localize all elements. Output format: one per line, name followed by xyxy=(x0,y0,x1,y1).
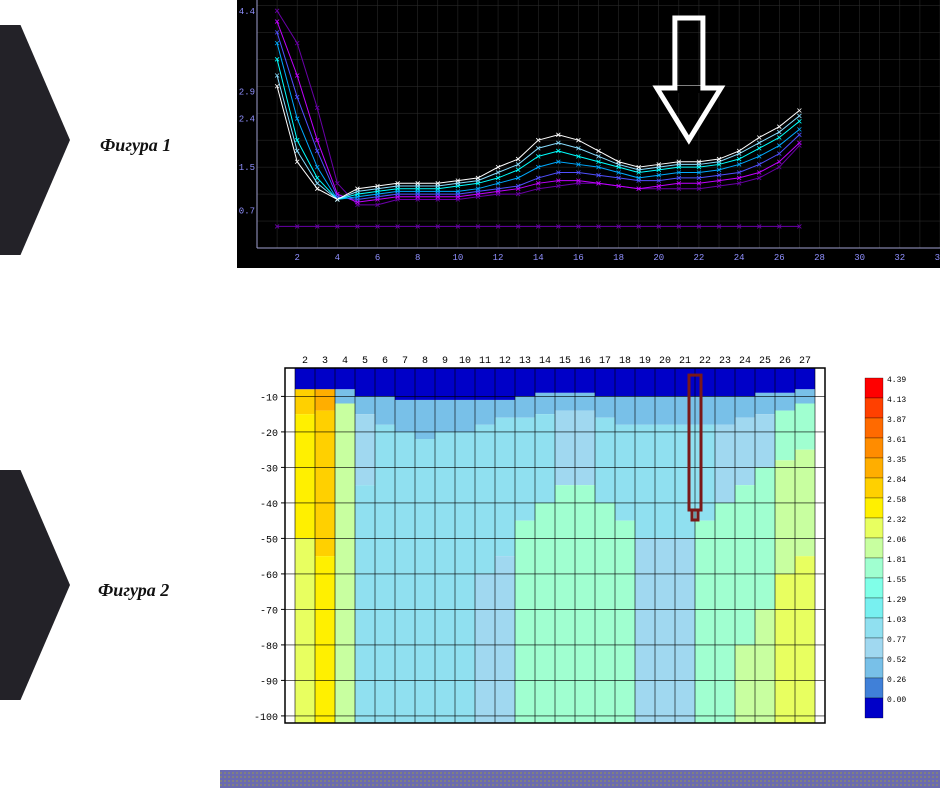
svg-text:3.61: 3.61 xyxy=(887,436,906,445)
svg-text:1.03: 1.03 xyxy=(887,616,906,625)
svg-text:1.29: 1.29 xyxy=(887,596,906,605)
svg-text:-50: -50 xyxy=(260,535,278,546)
svg-text:26: 26 xyxy=(779,356,791,367)
svg-text:4.39: 4.39 xyxy=(887,376,906,385)
svg-text:11: 11 xyxy=(479,356,491,367)
svg-text:4.4: 4.4 xyxy=(239,7,255,17)
svg-text:30: 30 xyxy=(854,253,865,263)
svg-text:-30: -30 xyxy=(260,464,278,475)
noise-strip xyxy=(220,770,940,788)
svg-text:12: 12 xyxy=(499,356,511,367)
svg-text:-100: -100 xyxy=(254,713,278,724)
svg-text:27: 27 xyxy=(799,356,811,367)
svg-text:2: 2 xyxy=(302,356,308,367)
svg-text:16: 16 xyxy=(579,356,591,367)
svg-text:8: 8 xyxy=(415,253,420,263)
svg-text:18: 18 xyxy=(613,253,624,263)
svg-text:19: 19 xyxy=(639,356,651,367)
svg-text:0.00: 0.00 xyxy=(887,696,906,705)
svg-text:10: 10 xyxy=(452,253,463,263)
svg-text:8: 8 xyxy=(422,356,428,367)
svg-text:0.7: 0.7 xyxy=(239,206,255,216)
svg-text:0.26: 0.26 xyxy=(887,676,906,685)
chart-2: 2345678910111213141516171819202122232425… xyxy=(237,350,940,750)
svg-text:-70: -70 xyxy=(260,606,278,617)
svg-text:28: 28 xyxy=(814,253,825,263)
svg-text:3: 3 xyxy=(322,356,328,367)
svg-text:0.77: 0.77 xyxy=(887,636,906,645)
svg-text:5: 5 xyxy=(362,356,368,367)
svg-text:23: 23 xyxy=(719,356,731,367)
svg-text:0.52: 0.52 xyxy=(887,656,906,665)
svg-text:-40: -40 xyxy=(260,500,278,511)
chart-1: 0.71.52.42.94.42468101214161820222426283… xyxy=(237,0,940,268)
svg-text:22: 22 xyxy=(699,356,711,367)
svg-text:6: 6 xyxy=(375,253,380,263)
svg-text:26: 26 xyxy=(774,253,785,263)
figure-1-label: Фигура 1 xyxy=(100,135,171,156)
svg-text:25: 25 xyxy=(759,356,771,367)
svg-text:16: 16 xyxy=(573,253,584,263)
svg-text:2.4: 2.4 xyxy=(239,115,255,125)
svg-text:18: 18 xyxy=(619,356,631,367)
svg-text:24: 24 xyxy=(734,253,745,263)
svg-text:20: 20 xyxy=(653,253,664,263)
svg-text:2.06: 2.06 xyxy=(887,536,906,545)
svg-text:2: 2 xyxy=(294,253,299,263)
svg-text:24: 24 xyxy=(739,356,751,367)
svg-text:22: 22 xyxy=(694,253,705,263)
svg-text:4.13: 4.13 xyxy=(887,396,906,405)
svg-text:7: 7 xyxy=(402,356,408,367)
svg-text:-10: -10 xyxy=(260,393,278,404)
svg-text:12: 12 xyxy=(493,253,504,263)
svg-text:15: 15 xyxy=(559,356,571,367)
svg-text:-60: -60 xyxy=(260,571,278,582)
svg-text:14: 14 xyxy=(539,356,551,367)
svg-text:10: 10 xyxy=(459,356,471,367)
svg-text:2.84: 2.84 xyxy=(887,476,906,485)
figure-2-label: Фигура 2 xyxy=(98,580,169,601)
svg-text:13: 13 xyxy=(519,356,531,367)
svg-text:2.58: 2.58 xyxy=(887,496,906,505)
svg-text:-80: -80 xyxy=(260,642,278,653)
svg-text:9: 9 xyxy=(442,356,448,367)
svg-text:4: 4 xyxy=(342,356,348,367)
svg-text:-20: -20 xyxy=(260,429,278,440)
svg-text:21: 21 xyxy=(679,356,691,367)
svg-text:1.81: 1.81 xyxy=(887,556,906,565)
svg-text:2.9: 2.9 xyxy=(239,88,255,98)
svg-text:32: 32 xyxy=(894,253,905,263)
svg-text:17: 17 xyxy=(599,356,611,367)
svg-text:4: 4 xyxy=(335,253,340,263)
svg-text:34: 34 xyxy=(935,253,940,263)
svg-text:14: 14 xyxy=(533,253,544,263)
svg-text:1.5: 1.5 xyxy=(239,163,255,173)
svg-text:1.55: 1.55 xyxy=(887,576,906,585)
svg-text:-90: -90 xyxy=(260,677,278,688)
svg-text:20: 20 xyxy=(659,356,671,367)
svg-text:3.35: 3.35 xyxy=(887,456,906,465)
svg-text:2.32: 2.32 xyxy=(887,516,906,525)
svg-text:3.87: 3.87 xyxy=(887,416,906,425)
svg-text:6: 6 xyxy=(382,356,388,367)
